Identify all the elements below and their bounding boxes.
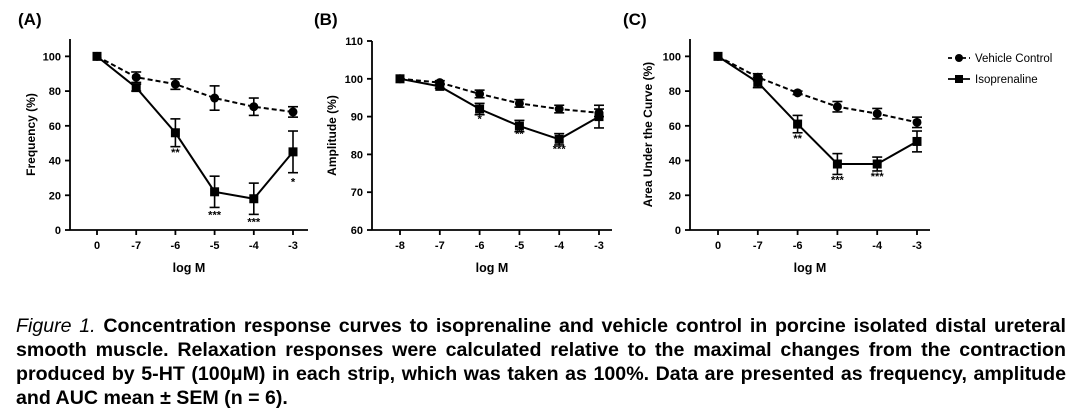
x-axis-label: log M <box>794 261 827 275</box>
y-tick-label: 100 <box>345 74 363 86</box>
series-line-vehicle-control <box>96 55 294 113</box>
data-point-isoprenaline <box>753 77 763 87</box>
x-tick-label: -8 <box>395 240 405 252</box>
data-point-vehicle-control <box>832 102 842 112</box>
caption-body: Concentration response curves to isopren… <box>16 314 1067 410</box>
series-line-vehicle-control <box>399 77 600 114</box>
significance-marker: ** <box>515 129 524 141</box>
x-tick-label: -7 <box>435 240 445 252</box>
data-point-isoprenaline <box>713 51 723 61</box>
y-tick-label: 40 <box>49 156 61 168</box>
data-point-vehicle-control <box>249 102 259 112</box>
panel-label: (B) <box>314 10 338 29</box>
data-point-vehicle-control <box>514 98 524 108</box>
data-point-isoprenaline <box>92 51 102 61</box>
legend-marker-vehicle-control <box>955 54 963 62</box>
data-point-isoprenaline <box>131 83 141 93</box>
y-tick-label: 60 <box>49 121 61 133</box>
data-point-vehicle-control <box>131 72 141 82</box>
panel-label: (C) <box>623 10 647 29</box>
x-tick-label: -7 <box>131 240 141 252</box>
data-point-vehicle-control <box>210 93 220 103</box>
y-tick-label: 80 <box>351 149 363 161</box>
data-point-vehicle-control <box>554 104 564 114</box>
y-tick-label: 20 <box>669 190 681 202</box>
y-tick-label: 0 <box>675 225 681 237</box>
data-point-isoprenaline <box>475 104 485 114</box>
figure-caption: Figure 1. Concentration response curves … <box>16 314 1066 411</box>
x-tick-label: -4 <box>249 240 260 252</box>
series-line-isoprenaline <box>399 77 600 141</box>
x-tick-label: -5 <box>833 240 843 252</box>
x-tick-label: -4 <box>872 240 883 252</box>
data-point-isoprenaline <box>249 194 259 204</box>
data-point-isoprenaline <box>395 74 405 84</box>
y-axis-label: Amplitude (%) <box>325 95 339 176</box>
x-tick-label: -6 <box>171 240 181 252</box>
significance-marker: *** <box>208 209 222 221</box>
data-point-isoprenaline <box>435 81 445 91</box>
x-tick-label: 0 <box>94 240 100 252</box>
data-point-vehicle-control <box>475 89 485 99</box>
data-point-isoprenaline <box>872 159 882 169</box>
x-tick-label: -4 <box>554 240 565 252</box>
data-point-vehicle-control <box>912 117 922 127</box>
series-line-vehicle-control <box>717 55 918 124</box>
y-tick-label: 70 <box>351 187 363 199</box>
y-tick-label: 100 <box>663 51 681 63</box>
y-tick-label: 110 <box>345 36 363 48</box>
x-axis-label: log M <box>173 261 206 275</box>
series-line-isoprenaline <box>717 55 918 166</box>
data-point-vehicle-control <box>872 109 882 119</box>
y-tick-label: 100 <box>43 51 61 63</box>
x-tick-label: 0 <box>715 240 721 252</box>
data-point-vehicle-control <box>793 88 803 98</box>
significance-marker: ** <box>793 133 802 145</box>
data-point-isoprenaline <box>514 121 524 131</box>
x-tick-label: -3 <box>594 240 604 252</box>
y-tick-label: 90 <box>351 112 363 124</box>
legend-label-vehicle-control: Vehicle Control <box>975 53 1052 65</box>
data-point-isoprenaline <box>793 119 803 129</box>
panel-label: (A) <box>18 10 42 29</box>
x-tick-label: -6 <box>475 240 485 252</box>
y-tick-label: 80 <box>49 86 61 98</box>
data-point-isoprenaline <box>912 136 922 146</box>
data-point-isoprenaline <box>832 159 842 169</box>
significance-marker: *** <box>553 144 567 156</box>
x-tick-label: -5 <box>210 240 220 252</box>
x-axis-label: log M <box>476 261 509 275</box>
significance-marker: *** <box>247 216 261 228</box>
significance-marker: * <box>477 113 482 125</box>
x-tick-label: -3 <box>288 240 298 252</box>
data-point-vehicle-control <box>170 79 180 89</box>
series-line-isoprenaline <box>96 55 294 200</box>
y-tick-label: 20 <box>49 190 61 202</box>
data-point-isoprenaline <box>210 187 220 197</box>
data-point-isoprenaline <box>594 112 604 122</box>
data-point-isoprenaline <box>170 128 180 138</box>
caption-lead: Figure 1. <box>16 314 96 337</box>
y-axis-label: Area Under the Curve (%) <box>641 62 655 207</box>
data-point-vehicle-control <box>288 107 298 117</box>
y-axis-label: Frequency (%) <box>24 93 38 176</box>
x-tick-label: -6 <box>793 240 803 252</box>
legend-marker-isoprenaline <box>955 75 963 83</box>
legend-label-isoprenaline: Isoprenaline <box>975 74 1038 86</box>
significance-marker: * <box>291 176 296 188</box>
y-tick-label: 0 <box>55 225 61 237</box>
x-tick-label: -3 <box>912 240 922 252</box>
significance-marker: ** <box>171 147 180 159</box>
significance-marker: *** <box>831 175 845 187</box>
y-tick-label: 40 <box>669 156 681 168</box>
y-tick-label: 60 <box>669 121 681 133</box>
y-tick-label: 80 <box>669 86 681 98</box>
data-point-isoprenaline <box>554 134 564 144</box>
x-tick-label: -5 <box>515 240 525 252</box>
data-point-isoprenaline <box>288 147 298 157</box>
y-tick-label: 60 <box>351 225 363 237</box>
figure-panels: (A) 0 20 40 60 80 100 0 -7 -6 -5 -4 -3 log M Frequency… <box>18 10 1052 275</box>
x-tick-label: -7 <box>753 240 763 252</box>
significance-marker: *** <box>871 171 885 183</box>
